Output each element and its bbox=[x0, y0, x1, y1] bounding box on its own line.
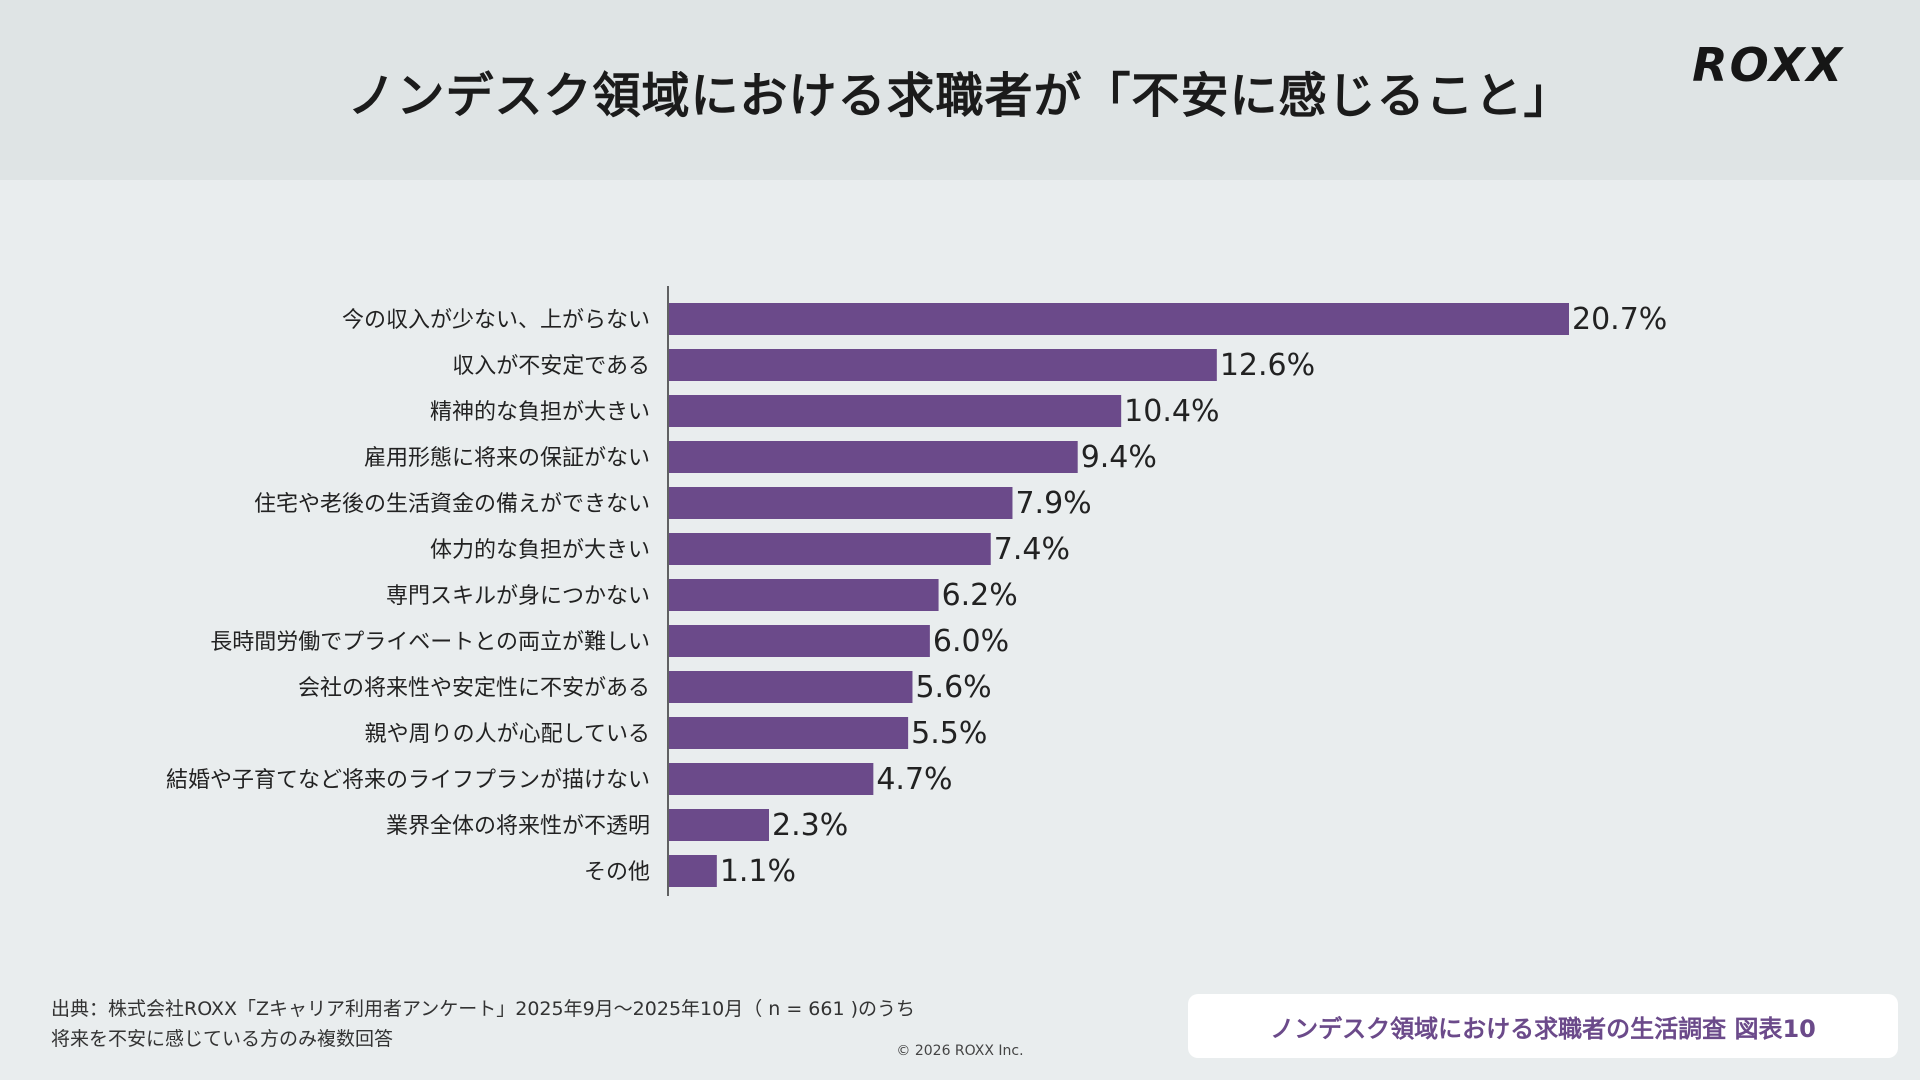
bar bbox=[669, 349, 1217, 381]
source-note: 出典：株式会社ROXX「Zキャリア利用者アンケート」2025年9月〜2025年1… bbox=[51, 994, 915, 1054]
category-label: 結婚や子育てなど将来のライフプランが描けない bbox=[166, 768, 650, 793]
bar bbox=[669, 809, 769, 841]
category-label: 精神的な負担が大きい bbox=[430, 400, 650, 425]
value-label: 6.2% bbox=[942, 578, 1018, 613]
figure-caption-text: ノンデスク領域における求職者の生活調査 図表10 bbox=[1270, 1014, 1816, 1043]
category-label: 雇用形態に将来の保証がない bbox=[364, 446, 650, 471]
category-label: 体力的な負担が大きい bbox=[430, 538, 650, 563]
value-label: 7.9% bbox=[1015, 486, 1091, 521]
bar bbox=[669, 395, 1122, 427]
source-line-1: 出典：株式会社ROXX「Zキャリア利用者アンケート」2025年9月〜2025年1… bbox=[51, 998, 916, 1020]
bar bbox=[669, 533, 991, 565]
bar bbox=[669, 717, 909, 749]
source-line-2: 将来を不安に感じている方のみ複数回答 bbox=[51, 1028, 394, 1050]
value-label: 12.6% bbox=[1220, 348, 1315, 383]
value-label: 1.1% bbox=[720, 854, 796, 889]
bar bbox=[669, 671, 913, 703]
category-label: 専門スキルが身につかない bbox=[386, 584, 650, 609]
category-label: その他 bbox=[584, 860, 650, 885]
value-label: 9.4% bbox=[1081, 440, 1157, 475]
header-band: ノンデスク領域における求職者が「不安に感じること」 ROXX bbox=[0, 0, 1920, 180]
value-label: 7.4% bbox=[994, 532, 1070, 567]
category-label: 親や周りの人が心配している bbox=[365, 722, 650, 747]
category-label: 今の収入が少ない、上がらない bbox=[342, 308, 650, 333]
figure-caption: ノンデスク領域における求職者の生活調査 図表10 bbox=[1188, 994, 1898, 1058]
chart-area: 今の収入が少ない、上がらない 20.7% 収入が不安定である 12.6% 精神的な負担が… bbox=[0, 280, 1920, 900]
copyright-text: © 2026 ROXX Inc. bbox=[896, 1043, 1024, 1059]
category-label: 業界全体の将来性が不透明 bbox=[386, 814, 650, 839]
bar bbox=[669, 625, 930, 657]
category-label: 住宅や老後の生活資金の備えができない bbox=[254, 492, 650, 517]
category-label: 収入が不安定である bbox=[452, 354, 650, 379]
page-title: ノンデスク領域における求職者が「不安に感じること」 bbox=[347, 68, 1573, 124]
category-label: 長時間労働でプライベートとの両立が難しい bbox=[210, 630, 650, 655]
value-label: 6.0% bbox=[933, 624, 1009, 659]
value-label: 5.5% bbox=[911, 716, 987, 751]
roxx-logo: ROXX bbox=[1692, 38, 1844, 92]
value-label: 10.4% bbox=[1124, 394, 1219, 429]
bar bbox=[669, 855, 717, 887]
bar bbox=[669, 763, 874, 795]
bar bbox=[669, 579, 939, 611]
value-label: 20.7% bbox=[1572, 302, 1667, 337]
category-label: 会社の将来性や安定性に不安がある bbox=[298, 676, 650, 701]
value-label: 5.6% bbox=[915, 670, 991, 705]
bar-chart: 今の収入が少ない、上がらない 20.7% 収入が不安定である 12.6% 精神的な負担が… bbox=[166, 286, 1667, 896]
bar bbox=[669, 303, 1569, 335]
value-label: 4.7% bbox=[876, 762, 952, 797]
bar bbox=[669, 441, 1078, 473]
value-label: 2.3% bbox=[772, 808, 848, 843]
bar bbox=[669, 487, 1013, 519]
